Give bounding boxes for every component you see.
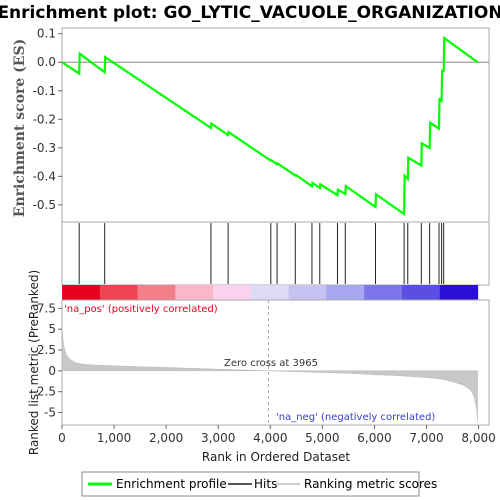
x-tick-label: 7,000 bbox=[409, 431, 443, 445]
color-bar-segment bbox=[99, 285, 139, 300]
es-tick-label: -0.3 bbox=[33, 141, 56, 155]
legend-hits-label: Hits bbox=[254, 477, 277, 491]
metric-panel-frame bbox=[61, 299, 490, 426]
x-tick-label: 2,000 bbox=[149, 431, 183, 445]
hits-group bbox=[78, 223, 445, 284]
color-bar-segment bbox=[439, 285, 479, 300]
metric-axis-title: Ranked list metric (PreRanked) bbox=[27, 270, 41, 455]
es-tick-label: -0.4 bbox=[33, 169, 56, 183]
neg-label: 'na_neg' (negatively correlated) bbox=[276, 412, 435, 423]
x-tick-label: 3,000 bbox=[201, 431, 235, 445]
es-tick-label: 0.0 bbox=[37, 55, 56, 69]
x-tick-label: 1,000 bbox=[97, 431, 131, 445]
enrichment-profile-line bbox=[61, 35, 479, 217]
pos-label: 'na_pos' (positively correlated) bbox=[64, 304, 218, 315]
x-tick-label: 0 bbox=[58, 431, 66, 445]
metric-tick-label: 0 bbox=[48, 364, 56, 378]
x-tick-label: 4,000 bbox=[253, 431, 287, 445]
color-bar-segment bbox=[137, 285, 176, 300]
color-bar-segment bbox=[62, 285, 101, 300]
color-bar-segment bbox=[326, 285, 365, 300]
es-tick-label: -0.5 bbox=[33, 198, 56, 212]
es-axis-title: Enrichment score (ES) bbox=[12, 39, 28, 217]
legend: Enrichment profile Hits Ranking metric s… bbox=[81, 471, 437, 497]
color-bar-segment bbox=[213, 285, 252, 300]
ranking-color-bar bbox=[62, 285, 479, 300]
x-axis-title: Rank in Ordered Dataset bbox=[202, 450, 350, 464]
color-bar-segment bbox=[175, 285, 214, 300]
color-bar-segment bbox=[364, 285, 403, 300]
x-tick-label: 5,000 bbox=[305, 431, 339, 445]
metric-y-axis: 7.5 5 2.5 0 -2.5 -5 bbox=[33, 301, 62, 420]
color-bar-segment bbox=[288, 285, 328, 300]
metric-tick-label: -5 bbox=[44, 406, 56, 420]
chart-title: Enrichment plot: GO_LYTIC_VACUOLE_ORGANI… bbox=[0, 3, 500, 23]
hits-panel-frame bbox=[61, 221, 490, 286]
metric-tick-label: 5 bbox=[48, 322, 56, 336]
zero-cross-label: Zero cross at 3965 bbox=[224, 358, 318, 369]
es-tick-label: 0.1 bbox=[37, 27, 56, 41]
legend-metric-label: Ranking metric scores bbox=[304, 477, 437, 491]
ranking-metric-area bbox=[61, 327, 478, 421]
legend-enrichment-label: Enrichment profile bbox=[116, 477, 227, 491]
metric-tick-label: -2.5 bbox=[33, 385, 56, 399]
x-axis: 0 1,000 2,000 3,000 4,000 5,000 6,000 7,000 8,00… bbox=[58, 425, 496, 445]
es-tick-label: -0.1 bbox=[33, 84, 56, 98]
metric-tick-label: 2.5 bbox=[37, 343, 56, 357]
x-tick-label: 6,000 bbox=[357, 431, 391, 445]
es-tick-label: -0.2 bbox=[33, 112, 56, 126]
es-panel-frame bbox=[61, 27, 490, 223]
es-y-axis: 0.1 0.0 -0.1 -0.2 -0.3 -0.4 -0.5 bbox=[33, 27, 62, 212]
metric-tick-label: 7.5 bbox=[37, 301, 56, 315]
color-bar-segment bbox=[401, 285, 441, 300]
color-bar-segment bbox=[250, 285, 290, 300]
x-tick-label: 8,000 bbox=[461, 431, 495, 445]
